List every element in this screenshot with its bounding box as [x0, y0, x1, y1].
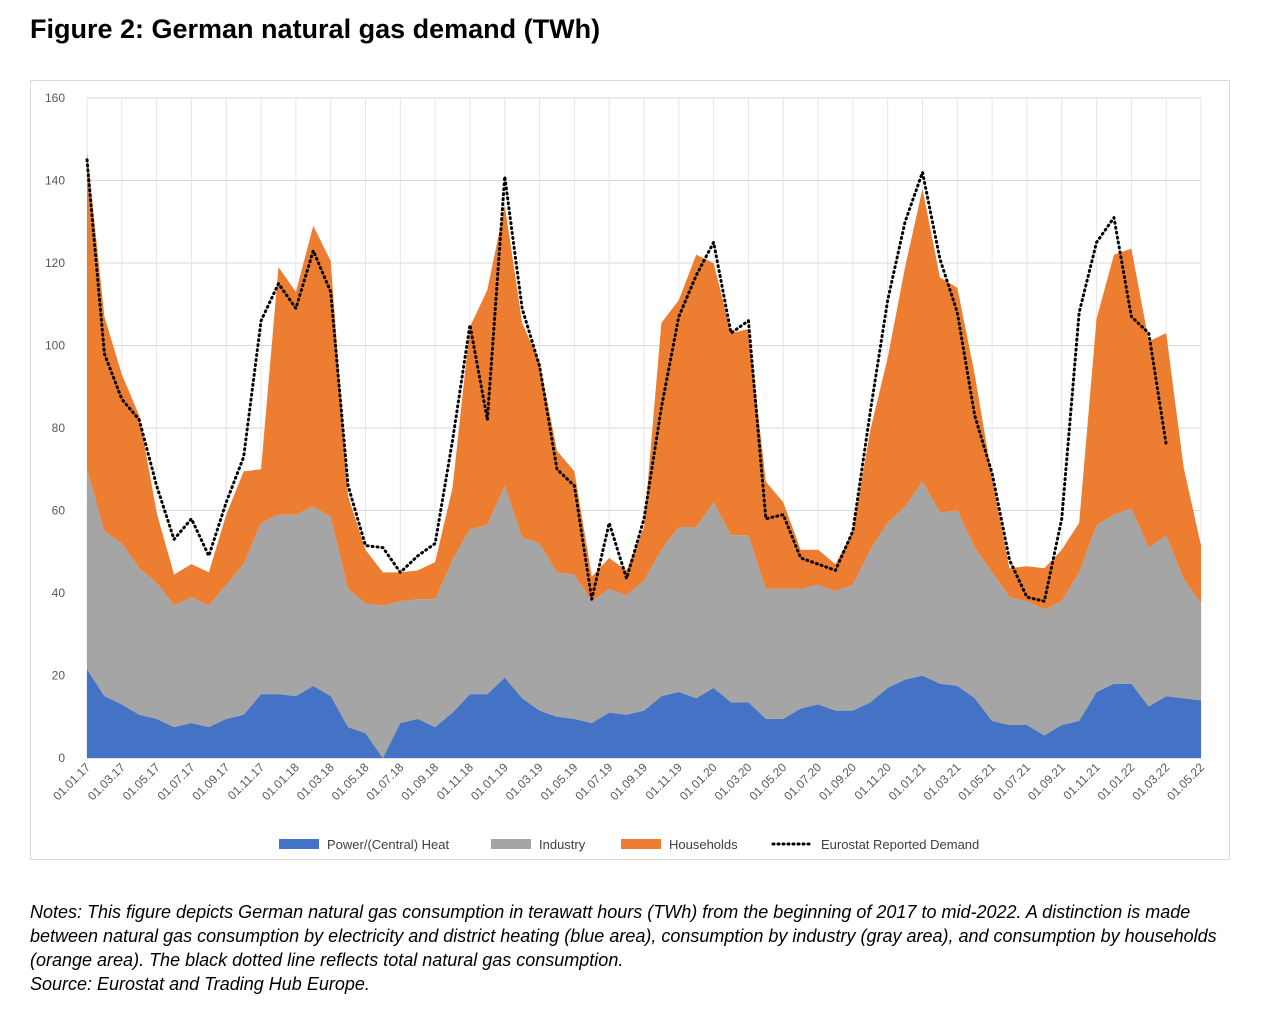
x-tick-label: 01.01.21: [886, 760, 929, 803]
legend-swatch-industry: [491, 839, 531, 849]
y-tick-label: 100: [45, 339, 65, 353]
legend-label-households: Households: [669, 837, 738, 852]
x-tick-label: 01.09.17: [189, 760, 232, 803]
y-tick-label: 80: [52, 421, 66, 435]
x-tick-label: 01.07.18: [363, 760, 406, 803]
x-tick-label: 01.07.19: [572, 760, 615, 803]
x-tick-label: 01.05.17: [120, 760, 163, 803]
legend-swatch-power-central-heat: [279, 839, 319, 849]
x-tick-label: 01.09.21: [1025, 760, 1068, 803]
area-households: [87, 151, 1201, 610]
y-tick-label: 60: [52, 504, 66, 518]
x-tick-label: 01.09.20: [816, 760, 859, 803]
x-tick-label: 01.07.20: [781, 760, 824, 803]
area-power-central-heat: [87, 669, 1201, 758]
line-eurostat-reported-demand: [85, 158, 1168, 603]
x-tick-label: 01.09.18: [398, 760, 441, 803]
y-axis-ticks: 0 20 40 60 80 100 120 140 160: [45, 91, 65, 765]
stacked-areas: [87, 151, 1201, 758]
x-tick-label: 01.07.17: [155, 760, 198, 803]
x-tick-label: 01.03.19: [503, 760, 546, 803]
x-tick-label: 01.05.18: [329, 760, 372, 803]
x-tick-label: 01.03.18: [294, 760, 337, 803]
x-tick-label: 01.03.17: [85, 760, 128, 803]
legend-label-industry: Industry: [539, 837, 586, 852]
y-tick-label: 20: [52, 669, 66, 683]
legend-label-eurostat-reported-demand: Eurostat Reported Demand: [821, 837, 979, 852]
x-tick-label: 01.05.20: [746, 760, 789, 803]
x-tick-label: 01.01.20: [677, 760, 720, 803]
figure-title: Figure 2: German natural gas demand (TWh…: [30, 14, 601, 44]
x-tick-label: 01.03.22: [1129, 760, 1172, 803]
demand-line: [85, 158, 1168, 603]
legend-label-power-central-heat: Power/(Central) Heat: [327, 837, 449, 852]
legend: Power/(Central) Heat Industry Households Eu…: [279, 837, 979, 852]
x-tick-label: 01.01.22: [1095, 760, 1138, 803]
x-tick-label: 01.05.19: [538, 760, 581, 803]
y-tick-label: 160: [45, 91, 65, 105]
y-tick-label: 40: [52, 586, 66, 600]
source-text: Source: Eurostat and Trading Hub Europe.: [30, 974, 370, 994]
notes-text: Notes: This figure depicts German natura…: [30, 902, 1217, 994]
x-tick-label: 01.01.17: [50, 760, 93, 803]
x-axis-ticks: 01.01.1701.03.1701.05.1701.07.1701.09.17…: [50, 760, 1207, 803]
x-tick-label: 01.07.21: [990, 760, 1033, 803]
chart-frame: 0 20 40 60 80 100 120 140 160 01.01.17 01.03.17 01…: [30, 80, 1230, 860]
x-tick-label: 01.01.19: [468, 760, 511, 803]
y-tick-label: 140: [45, 174, 65, 188]
figure-notes: Notes: This figure depicts German natura…: [30, 900, 1240, 996]
x-tick-label: 01.05.21: [955, 760, 998, 803]
legend-swatch-households: [621, 839, 661, 849]
x-tick-label: 01.03.21: [920, 760, 963, 803]
x-tick-label: 01.09.19: [607, 760, 650, 803]
y-tick-label: 120: [45, 256, 65, 270]
y-tick-label: 0: [58, 751, 65, 765]
area-industry: [87, 469, 1201, 758]
x-tick-label: 01.05.22: [1164, 760, 1207, 803]
x-tick-label: 01.03.20: [712, 760, 755, 803]
x-tick-label: 01.01.18: [259, 760, 302, 803]
